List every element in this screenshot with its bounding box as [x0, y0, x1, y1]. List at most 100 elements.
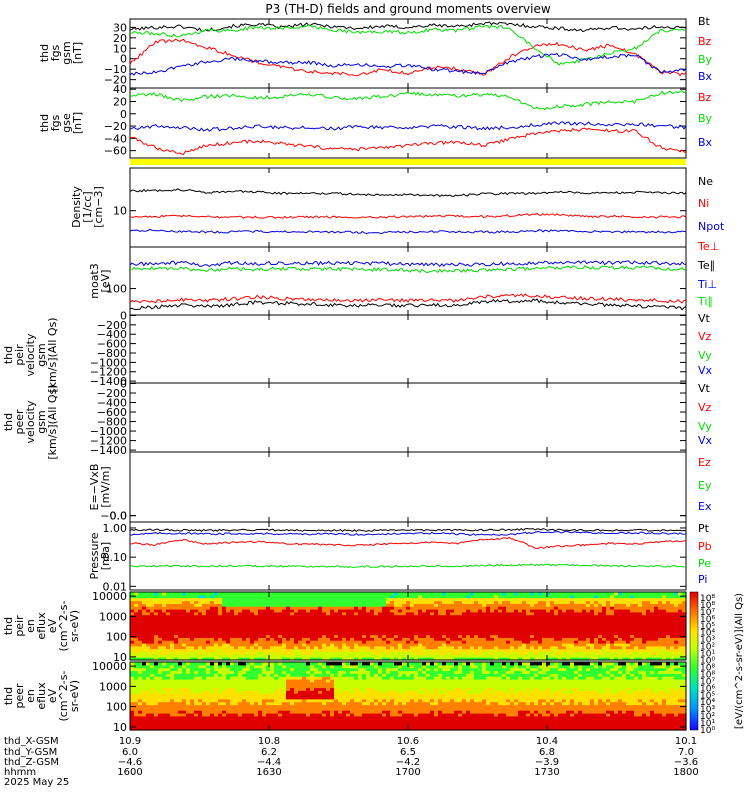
spectrogram-cell: [598, 645, 603, 650]
spectrogram-cell: [210, 628, 215, 633]
spectrogram-cell: [362, 594, 367, 599]
spectrogram-cell: [142, 600, 147, 604]
spectrogram-cell: [326, 603, 331, 607]
spectrogram-cell: [242, 654, 247, 658]
spectrogram-cell: [182, 690, 187, 694]
spectrogram-cell: [218, 657, 223, 661]
spectrogram-cell: [346, 664, 351, 669]
spectrogram-cell: [314, 614, 319, 619]
y-axis-label: peer: [13, 409, 26, 435]
spectrogram-cell: [234, 664, 239, 669]
spectrogram-cell: [458, 623, 463, 627]
spectrogram-cell: [242, 626, 247, 630]
spectrogram-cell: [526, 611, 531, 616]
spectrogram-cell: [270, 645, 275, 650]
spectrogram-cell: [270, 626, 275, 630]
spectrogram-cell: [514, 609, 519, 613]
spectrogram-cell: [334, 648, 339, 653]
spectrogram-cell: [274, 626, 279, 630]
spectrogram-cell: [646, 640, 651, 644]
spectrogram-cell: [330, 724, 335, 728]
spectrogram-cell: [598, 651, 603, 655]
spectrogram-cell: [230, 715, 235, 720]
spectrogram-cell: [222, 681, 227, 686]
spectrogram-cell: [578, 628, 583, 633]
spectrogram-cell: [174, 626, 179, 630]
spectrogram-cell: [514, 617, 519, 621]
spectrogram-cell: [198, 727, 203, 731]
spectrogram-cell: [342, 667, 347, 672]
spectrogram-cell: [338, 679, 343, 683]
spectrogram-cell: [158, 614, 163, 619]
spectrogram-cell: [158, 606, 163, 610]
spectrogram-cell: [618, 623, 623, 627]
spectrogram-cell: [286, 721, 291, 725]
spectrogram-cell: [258, 611, 263, 616]
spectrogram-cell: [198, 670, 203, 674]
spectrogram-cell: [274, 701, 279, 706]
spectrogram-cell: [346, 645, 351, 650]
spectrogram-cell: [206, 657, 211, 661]
spectrogram-cell: [154, 684, 159, 689]
spectrogram-cell: [214, 664, 219, 669]
spectrogram-cell: [542, 603, 547, 607]
spectrogram-cell: [198, 606, 203, 610]
spectrogram-cell: [466, 640, 471, 644]
spectrogram-cell: [654, 634, 659, 638]
spectrogram-cell: [478, 603, 483, 607]
spectrogram-cell: [610, 600, 615, 604]
spectrogram-cell: [338, 698, 343, 703]
spectrogram-cell: [350, 637, 355, 641]
spectrogram-cell: [214, 696, 219, 700]
spectrogram-cell: [198, 631, 203, 636]
spectrogram-cell: [294, 623, 299, 627]
spectrogram-cell: [182, 628, 187, 633]
y-axis-label: [km/s](All Qs): [46, 384, 59, 459]
spectrogram-cell: [194, 651, 199, 655]
spectrogram-cell: [330, 611, 335, 616]
spectrogram-cell: [270, 651, 275, 655]
spectrogram-cell: [362, 643, 367, 647]
spectrogram-cell: [578, 606, 583, 610]
spectrogram-cell: [602, 643, 607, 647]
spectrogram-cell: [630, 640, 635, 644]
spectrogram-cell: [478, 645, 483, 650]
spectrogram-cell: [530, 597, 535, 602]
spectrogram-cell: [194, 620, 199, 624]
spectrogram-cell: [486, 637, 491, 641]
spectrogram-cell: [258, 626, 263, 630]
spectrogram-cell: [214, 654, 219, 658]
spectrogram-cell: [306, 651, 311, 655]
spectrogram-cell: [242, 679, 247, 683]
spectrogram-cell: [558, 648, 563, 653]
spectrogram-cell: [290, 679, 295, 683]
spectrogram-cell: [182, 724, 187, 728]
spectrogram-cell: [454, 600, 459, 604]
spectrogram-cell: [218, 673, 223, 677]
spectrogram-cell: [642, 597, 647, 602]
spectrogram-cell: [574, 614, 579, 619]
spectrogram-cell: [310, 654, 315, 658]
spectrogram-cell: [186, 657, 191, 661]
spectrogram-cell: [390, 614, 395, 619]
spectrogram-cell: [558, 609, 563, 613]
spectrogram-cell: [294, 679, 299, 683]
spectrogram-cell: [218, 721, 223, 725]
spectrogram-cell: [542, 634, 547, 638]
spectrogram-cell: [550, 637, 555, 641]
spectrogram-cell: [530, 606, 535, 610]
y-tick-label: −1000: [90, 356, 127, 369]
spectrogram-cell: [302, 606, 307, 610]
spectrogram-cell: [482, 620, 487, 624]
spectrogram-cell: [162, 614, 167, 619]
spectrogram-cell: [554, 654, 559, 658]
spectrogram-cell: [190, 696, 195, 700]
spectrogram-cell: [358, 637, 363, 641]
spectrogram-cell: [378, 640, 383, 644]
spectrogram-cell: [626, 628, 631, 633]
spectrogram-cell: [266, 637, 271, 641]
spectrogram-cell: [350, 670, 355, 674]
spectrogram-cell: [302, 603, 307, 607]
spectrogram-cell: [498, 597, 503, 602]
spectrogram-cell: [134, 631, 139, 636]
